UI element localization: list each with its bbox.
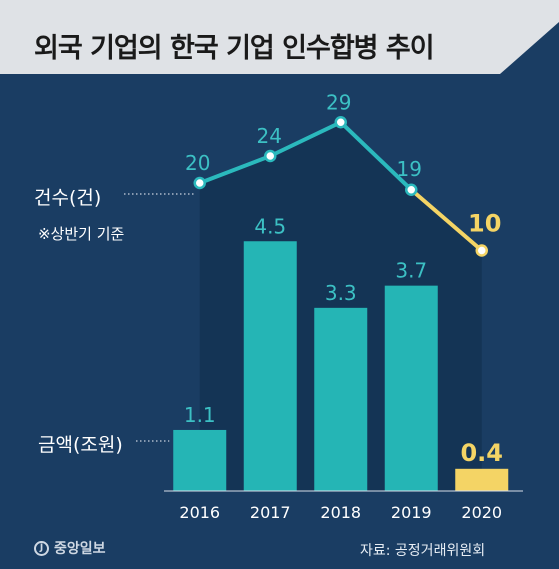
source-note: 자료: 공정거래위원회 bbox=[360, 543, 486, 559]
publisher-logo: J 중앙일보 bbox=[34, 538, 106, 558]
bar-2017 bbox=[243, 241, 297, 491]
bar-2018 bbox=[314, 307, 368, 491]
line-segment-2016-2017 bbox=[197, 154, 273, 185]
line-segment-2017-2018 bbox=[268, 120, 343, 158]
count-value-label: 24 bbox=[257, 124, 282, 148]
line-point-2018 bbox=[334, 116, 347, 129]
line-point-2019 bbox=[405, 183, 418, 196]
line-point-2017 bbox=[264, 149, 277, 163]
amount-value-label: 4.5 bbox=[254, 214, 286, 238]
logo-text: 중앙일보 bbox=[54, 541, 106, 557]
chart-title: 외국 기업의 한국 기업 인수합병 추이 bbox=[34, 33, 435, 64]
bar-2020 bbox=[455, 468, 509, 491]
logo-icon: J bbox=[34, 540, 49, 556]
count-value-label: 19 bbox=[397, 157, 422, 181]
x-tick-label: 2020 bbox=[461, 503, 502, 522]
x-tick-label: 2016 bbox=[179, 503, 220, 522]
amount-value-label: 3.3 bbox=[325, 281, 357, 305]
line-point-2020 bbox=[475, 244, 488, 257]
x-tick-label: 2019 bbox=[391, 503, 432, 522]
bar-2019 bbox=[384, 285, 438, 491]
count-series-label: 건수(건) bbox=[34, 187, 102, 209]
note-label: ※상반기 기준 bbox=[38, 225, 125, 243]
line-point-2016 bbox=[193, 176, 206, 190]
count-value-label: 10 bbox=[468, 210, 501, 238]
amount-value-label: 3.7 bbox=[395, 259, 427, 283]
bar-2016 bbox=[173, 429, 227, 491]
x-tick-label: 2017 bbox=[250, 503, 291, 522]
count-value-label: 29 bbox=[326, 90, 351, 114]
line-segment-2018-2019 bbox=[338, 120, 414, 192]
line-segment-2019-2020 bbox=[409, 187, 484, 253]
amount-value-label: 0.4 bbox=[460, 439, 503, 467]
count-value-label: 20 bbox=[185, 151, 210, 175]
header-band bbox=[0, 0, 559, 74]
amount-value-label: 1.1 bbox=[184, 403, 216, 427]
x-tick-label: 2018 bbox=[320, 503, 361, 522]
amount-series-label: 금액(조원) bbox=[38, 434, 123, 456]
